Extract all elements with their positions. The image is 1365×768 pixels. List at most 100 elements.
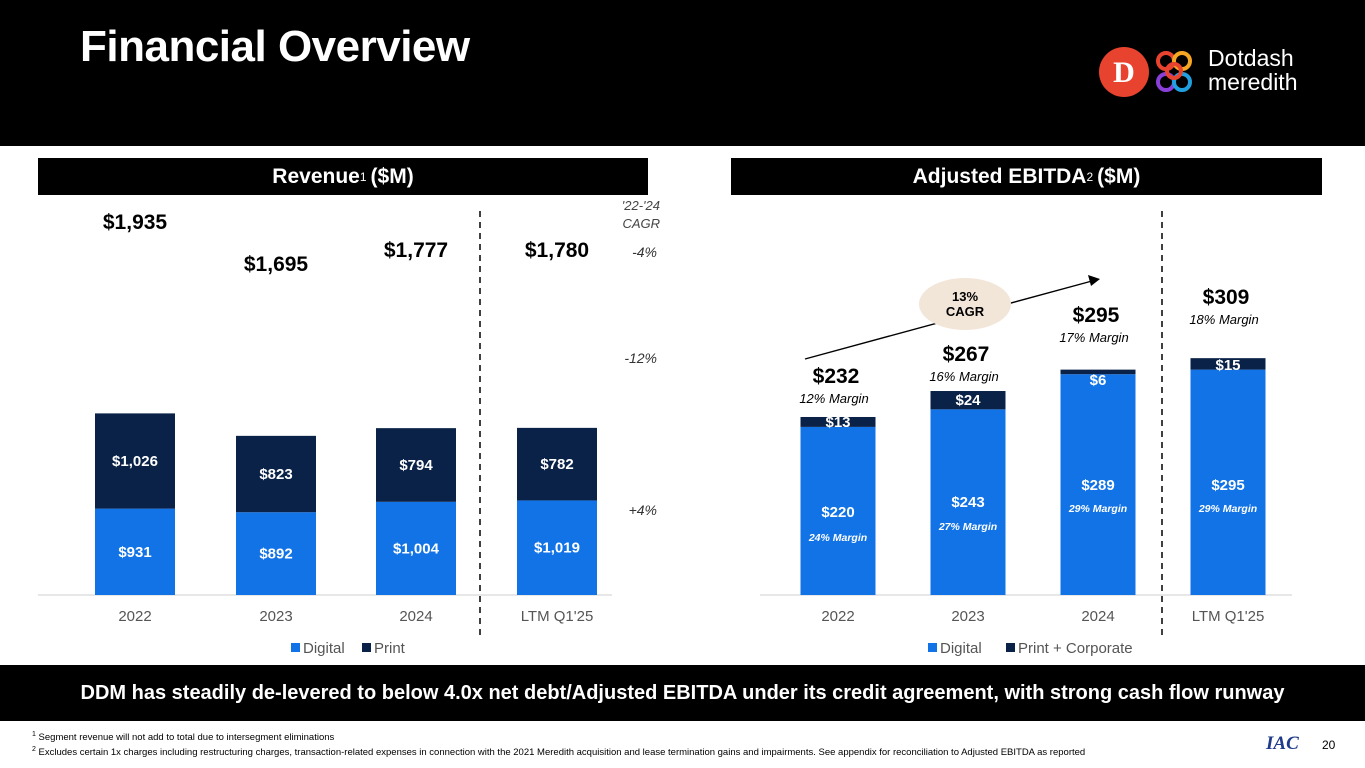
ebitda-digital-margin: 24% Margin <box>808 532 867 544</box>
revenue-digital-bar <box>517 500 597 595</box>
ebitda-print-label: $24 <box>955 392 981 409</box>
header-bar: Financial Overview D Dotdash meredith <box>0 0 1365 146</box>
revenue-digital-label: $931 <box>118 544 151 561</box>
ebitda-digital-label: $289 <box>1081 477 1114 494</box>
ebitda-legend-print-swatch <box>1006 643 1015 652</box>
revenue-digital-bar <box>236 512 316 595</box>
ebitda-category-label: 2023 <box>951 608 984 625</box>
summary-banner: DDM has steadily de-levered to below 4.0… <box>0 665 1365 721</box>
revenue-legend-print: Print <box>374 640 406 657</box>
revenue-total-label: $1,695 <box>244 253 309 276</box>
logo-text-line1: Dotdash <box>1208 45 1294 71</box>
dotdash-d-icon <box>1099 47 1149 97</box>
knot-icon <box>1156 51 1192 92</box>
charts-area: $931 $1,026 $1,935 2022 $892 $823 $1,695 2023 $1… <box>38 198 1292 657</box>
footnote-2: 2 Excludes certain 1x charges including … <box>32 744 1152 759</box>
ebitda-cagr-arrowhead <box>1088 275 1100 286</box>
ebitda-digital-margin: 29% Margin <box>1198 503 1257 515</box>
ebitda-total-label: $232 <box>813 365 860 388</box>
ebitda-digital-bar <box>1190 369 1266 595</box>
revenue-digital-label: $1,004 <box>393 540 440 557</box>
ebitda-category-label: 2022 <box>821 608 854 625</box>
revenue-print-label: $1,026 <box>112 453 158 470</box>
ebitda-digital-label: $243 <box>951 494 984 511</box>
ebitda-print-label: $15 <box>1215 357 1240 374</box>
ebitda-digital-margin: 27% Margin <box>938 521 997 533</box>
revenue-total-label: $1,935 <box>103 211 168 234</box>
revenue-total-label: $1,780 <box>525 239 589 262</box>
ebitda-title-sup: 2 <box>1086 169 1094 184</box>
ebitda-print-bar <box>1190 358 1266 370</box>
revenue-cagr-total: -4% <box>632 244 657 260</box>
footnote-1-text: Segment revenue will not add to total du… <box>38 732 335 744</box>
ebitda-cagr-value: 13% <box>952 289 978 304</box>
ebitda-legend-digital-swatch <box>928 643 937 652</box>
ebitda-digital-bar <box>800 426 876 595</box>
ebitda-total-label: $295 <box>1073 304 1120 327</box>
footnote-2-text: Excludes certain 1x charges including re… <box>38 747 1086 759</box>
ebitda-total-label: $309 <box>1203 286 1250 309</box>
footnotes: 1 Segment revenue will not add to total … <box>32 729 1152 759</box>
ebitda-category-label: LTM Q1'25 <box>1192 608 1265 625</box>
revenue-digital-label: $892 <box>259 546 292 563</box>
ebitda-category-label: 2024 <box>1081 608 1114 625</box>
ebitda-digital-label: $295 <box>1211 477 1244 494</box>
revenue-print-label: $782 <box>540 456 573 473</box>
ebitda-total-label: $267 <box>943 343 990 366</box>
page-number: 20 <box>1322 738 1336 752</box>
footnote-2-mark: 2 <box>32 746 36 754</box>
revenue-category-label: 2024 <box>399 608 432 625</box>
ebitda-legend-digital: Digital <box>940 640 982 657</box>
ebitda-total-margin: 18% Margin <box>1189 312 1258 327</box>
revenue-category-label: 2023 <box>259 608 292 625</box>
ebitda-print-label: $13 <box>825 414 850 431</box>
revenue-digital-bar <box>376 501 456 595</box>
ebitda-cagr-text: CAGR <box>946 304 985 319</box>
ebitda-cagr-bubble <box>919 278 1011 330</box>
ebitda-digital-bar <box>930 409 1006 595</box>
ebitda-total-margin: 12% Margin <box>799 391 868 406</box>
ebitda-print-label: $6 <box>1090 372 1107 389</box>
ebitda-panel-header: Adjusted EBITDA 2 ($M) <box>731 158 1322 195</box>
revenue-print-bar <box>517 427 597 501</box>
ebitda-units: ($M) <box>1097 164 1141 188</box>
dotdash-meredith-logo: D <box>1099 47 1192 97</box>
ebitda-total-margin: 16% Margin <box>929 369 998 384</box>
revenue-cagr-print: -12% <box>624 350 657 366</box>
revenue-category-label: 2022 <box>118 608 151 625</box>
revenue-cagr-header-1: '22-'24 <box>622 198 660 213</box>
ebitda-total-margin: 17% Margin <box>1059 330 1128 345</box>
revenue-digital-bar <box>95 508 175 595</box>
ebitda-digital-label: $220 <box>821 504 854 521</box>
footnote-1: 1 Segment revenue will not add to total … <box>32 729 1152 744</box>
ebitda-print-bar <box>1060 369 1136 375</box>
logo-text-line2: meredith <box>1208 69 1298 95</box>
revenue-cagr-digital: +4% <box>629 502 657 518</box>
revenue-cagr-header-2: CAGR <box>622 216 660 231</box>
revenue-print-bar <box>95 413 175 509</box>
ebitda-digital-bar <box>1060 374 1136 595</box>
revenue-print-label: $794 <box>399 457 433 474</box>
ebitda-digital-margin: 29% Margin <box>1068 503 1127 515</box>
ebitda-legend-print: Print + Corporate <box>1018 640 1133 657</box>
revenue-total-label: $1,777 <box>384 239 448 262</box>
revenue-legend-digital: Digital <box>303 640 345 657</box>
revenue-print-bar <box>376 428 456 502</box>
logo-text: Dotdash meredith <box>1208 46 1297 94</box>
revenue-digital-label: $1,019 <box>534 540 580 557</box>
iac-logo: IAC <box>1266 733 1299 754</box>
revenue-title: Revenue <box>272 164 360 188</box>
ebitda-print-bar <box>930 391 1006 410</box>
revenue-print-bar <box>236 435 316 513</box>
page-title: Financial Overview <box>80 22 470 71</box>
revenue-units: ($M) <box>370 164 414 188</box>
revenue-legend-print-swatch <box>362 643 371 652</box>
footnote-1-mark: 1 <box>32 731 36 738</box>
ebitda-print-bar <box>800 416 876 427</box>
revenue-panel-header: Revenue 1 ($M) <box>38 158 648 195</box>
revenue-print-label: $823 <box>259 466 292 483</box>
revenue-category-label: LTM Q1'25 <box>521 608 594 625</box>
revenue-title-sup: 1 <box>359 169 367 184</box>
ebitda-title: Adjusted EBITDA <box>912 164 1087 188</box>
svg-text:D: D <box>1113 56 1135 89</box>
